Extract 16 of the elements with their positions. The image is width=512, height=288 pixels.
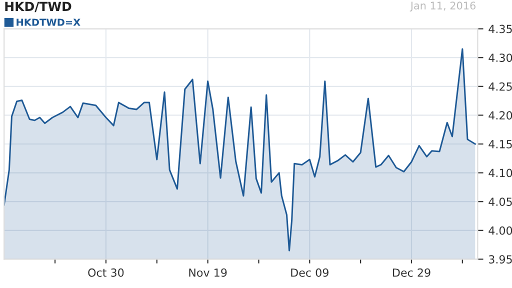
y-tick-label: 3.95 <box>488 255 512 264</box>
y-tick-label: 4.20 <box>488 111 512 120</box>
y-tick-label: 4.15 <box>488 140 512 148</box>
y-tick-label: 4.10 <box>488 168 512 178</box>
y-tick-label: 4.05 <box>488 198 512 206</box>
legend-label: HKDTWD=X <box>16 18 80 26</box>
x-tick-label: Nov 19 <box>189 268 227 277</box>
y-tick-label: 4.25 <box>488 82 512 91</box>
chart-subtitle: Jan 11, 2016 <box>410 2 476 12</box>
chart-title: HKD/TWD <box>5 2 72 12</box>
x-tick-label: Oct 30 <box>88 268 124 277</box>
y-tick-label: 4.35 <box>488 24 512 34</box>
y-tick-label: 4.00 <box>488 226 512 235</box>
y-tick-label: 4.30 <box>488 54 512 62</box>
x-tick-label: Dec 29 <box>393 268 430 277</box>
x-tick-label: Dec 09 <box>291 268 328 277</box>
